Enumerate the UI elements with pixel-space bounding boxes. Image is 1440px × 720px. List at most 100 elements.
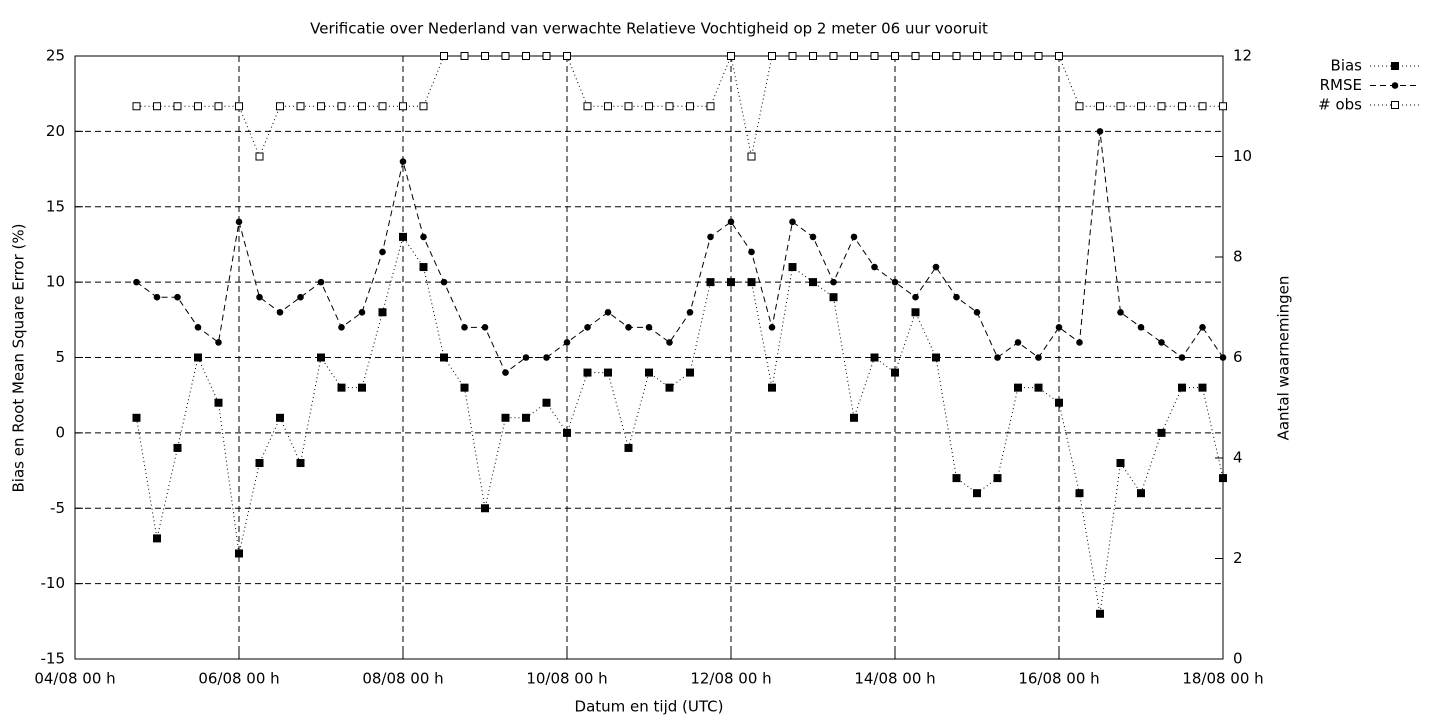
point bbox=[235, 549, 243, 558]
y-tick-label: 10 bbox=[46, 273, 65, 291]
y2-tick-label: 6 bbox=[1233, 348, 1243, 366]
point bbox=[358, 383, 366, 392]
legend-marker bbox=[1391, 62, 1399, 70]
point bbox=[276, 413, 284, 422]
point bbox=[1055, 324, 1063, 331]
y2-axis-label: Aantal waarnemingen bbox=[1275, 276, 1293, 441]
point bbox=[604, 102, 612, 111]
point bbox=[358, 102, 366, 111]
x-tick-label: 16/08 00 h bbox=[1018, 670, 1099, 688]
legend-label: # obs bbox=[1318, 96, 1362, 114]
y-tick-label: 25 bbox=[46, 47, 65, 65]
point bbox=[952, 52, 961, 60]
y-tick-label: -15 bbox=[41, 650, 66, 668]
point bbox=[337, 102, 346, 111]
x-tick-label: 10/08 00 h bbox=[526, 670, 607, 688]
x-tick-label: 14/08 00 h bbox=[854, 670, 935, 688]
x-tick-label: 08/08 00 h bbox=[362, 670, 443, 688]
point bbox=[666, 339, 673, 346]
legend-marker bbox=[1391, 101, 1399, 109]
y-tick-label: 0 bbox=[55, 423, 65, 441]
point bbox=[296, 459, 305, 468]
point bbox=[440, 353, 448, 362]
point bbox=[1117, 308, 1124, 316]
point bbox=[1035, 354, 1042, 361]
point bbox=[256, 293, 263, 301]
point bbox=[1116, 459, 1125, 468]
point bbox=[481, 504, 489, 513]
point bbox=[788, 263, 797, 272]
point bbox=[317, 102, 325, 111]
point bbox=[563, 339, 571, 346]
point bbox=[378, 102, 387, 111]
point bbox=[173, 102, 182, 111]
x-tick-label: 12/08 00 h bbox=[690, 670, 771, 688]
point bbox=[399, 102, 407, 111]
point bbox=[174, 293, 181, 301]
point bbox=[461, 324, 468, 331]
point bbox=[768, 52, 776, 60]
point bbox=[522, 413, 530, 422]
point bbox=[1076, 339, 1083, 346]
point bbox=[460, 52, 469, 60]
point bbox=[153, 293, 161, 301]
point bbox=[583, 368, 592, 377]
y-tick-label: 20 bbox=[46, 122, 65, 140]
point bbox=[378, 308, 387, 317]
y-tick-label: -5 bbox=[50, 499, 65, 517]
point bbox=[1014, 339, 1022, 346]
point bbox=[317, 278, 325, 286]
point bbox=[706, 278, 715, 287]
point bbox=[706, 102, 715, 111]
point bbox=[132, 102, 141, 111]
point bbox=[1137, 324, 1145, 331]
point bbox=[255, 152, 264, 161]
point bbox=[911, 52, 920, 60]
point bbox=[1199, 324, 1206, 331]
point bbox=[748, 248, 755, 256]
point bbox=[912, 293, 919, 301]
point bbox=[563, 428, 571, 437]
legend-label: RMSE bbox=[1320, 76, 1362, 94]
point bbox=[194, 102, 202, 111]
point bbox=[440, 278, 448, 286]
point bbox=[1198, 102, 1207, 111]
y2-tick-label: 10 bbox=[1233, 147, 1252, 165]
point bbox=[686, 308, 694, 316]
point bbox=[994, 354, 1001, 361]
point bbox=[993, 474, 1002, 483]
point bbox=[1178, 383, 1186, 392]
point bbox=[1014, 52, 1022, 60]
point bbox=[481, 324, 489, 331]
point bbox=[871, 263, 878, 271]
point bbox=[932, 353, 940, 362]
point bbox=[645, 102, 653, 111]
point bbox=[338, 324, 345, 331]
y-tick-label: 5 bbox=[55, 348, 65, 366]
point bbox=[952, 474, 961, 483]
point bbox=[399, 158, 407, 165]
point bbox=[747, 152, 756, 161]
x-axis-label: Datum en tijd (UTC) bbox=[575, 698, 724, 716]
point bbox=[788, 52, 797, 60]
point bbox=[1219, 474, 1227, 483]
point bbox=[973, 52, 981, 60]
point bbox=[501, 52, 510, 60]
point bbox=[379, 248, 386, 256]
point bbox=[1055, 52, 1063, 60]
point bbox=[768, 324, 776, 331]
point bbox=[419, 102, 428, 111]
point bbox=[1075, 102, 1084, 111]
point bbox=[891, 368, 899, 377]
point bbox=[276, 102, 284, 111]
point bbox=[194, 324, 202, 331]
point bbox=[911, 308, 920, 317]
point bbox=[665, 102, 674, 111]
point bbox=[747, 278, 756, 287]
point bbox=[829, 52, 838, 60]
point bbox=[501, 413, 510, 422]
point bbox=[1178, 102, 1186, 111]
point bbox=[276, 308, 284, 316]
